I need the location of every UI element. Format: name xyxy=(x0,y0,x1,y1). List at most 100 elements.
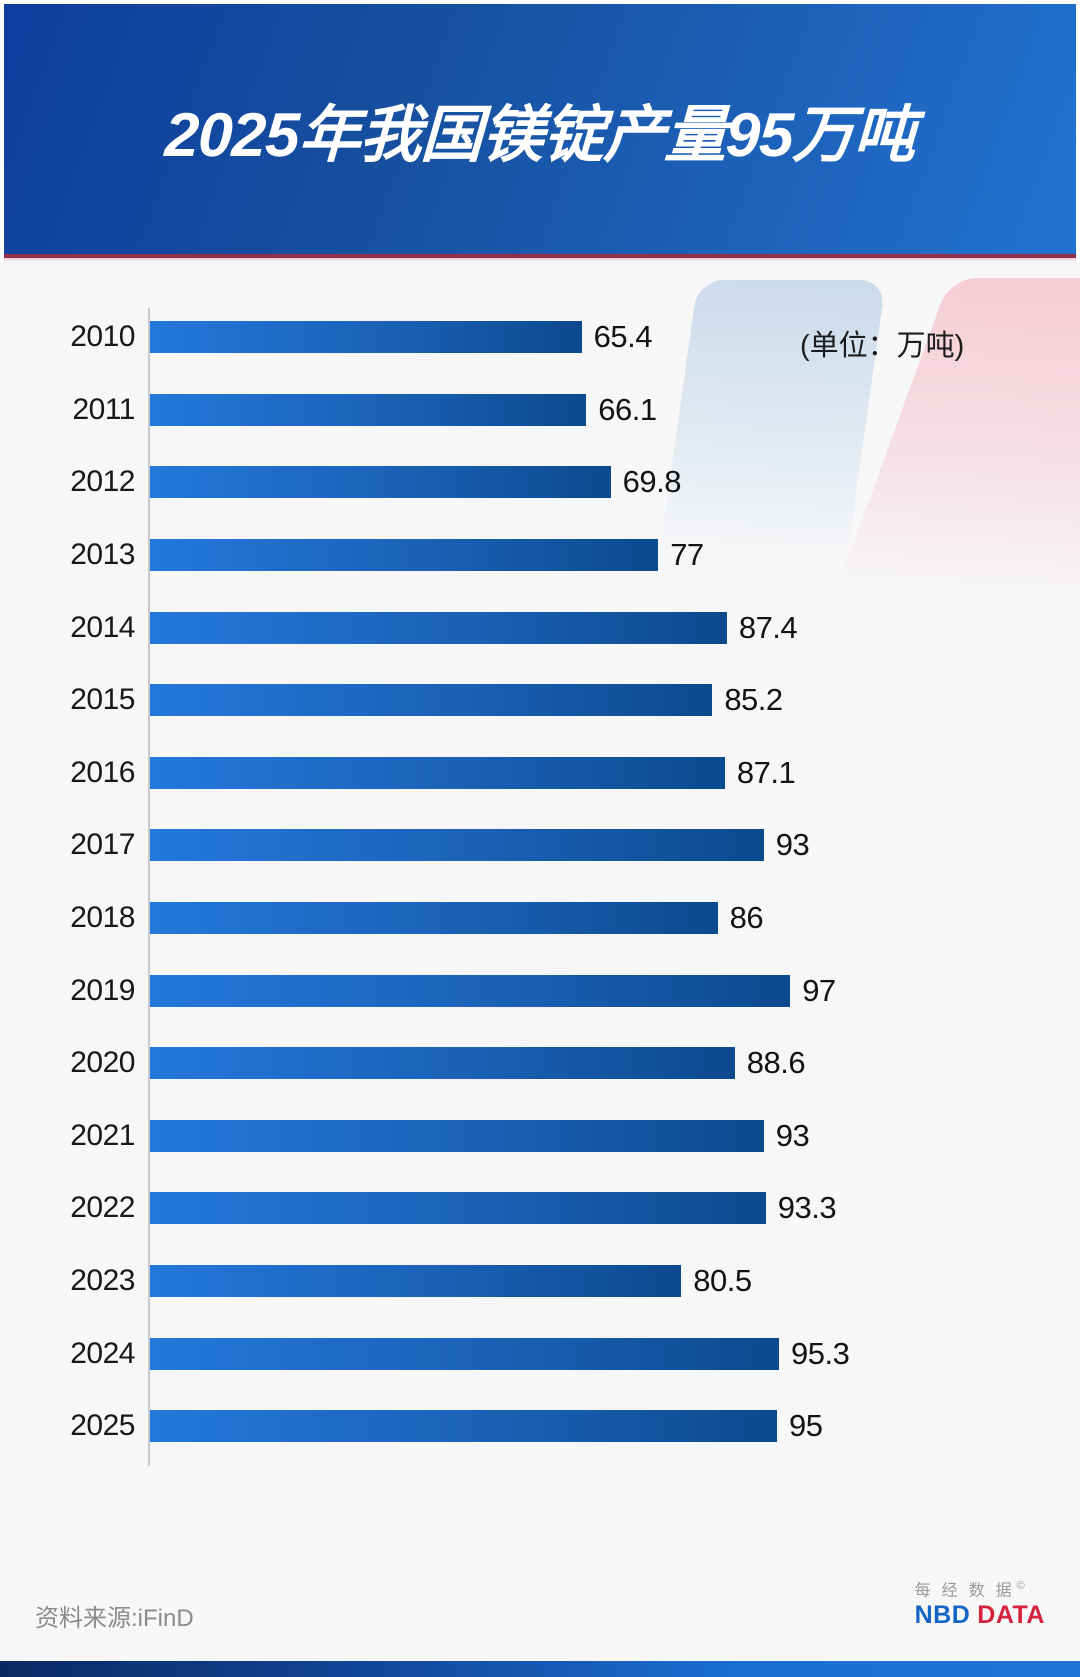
bar xyxy=(150,1337,779,1370)
chart-row: 2019 97 xyxy=(0,954,1080,1027)
chart-row: 2024 95.3 xyxy=(0,1317,1080,1390)
value-label: 80.5 xyxy=(693,1263,752,1299)
value-label: 77 xyxy=(670,537,704,573)
logo-nbd-text: NBD xyxy=(914,1600,971,1629)
chart-row: 2010 65.4 xyxy=(0,301,1080,374)
year-label: 2023 xyxy=(70,1264,135,1298)
chart-row: 2017 93 xyxy=(0,809,1080,882)
value-label: 95 xyxy=(789,1408,823,1444)
frame-left xyxy=(0,0,4,262)
value-label: 87.1 xyxy=(736,754,796,790)
logo-english-line: NBD DATA xyxy=(915,1601,1045,1630)
bar-area: 88.6 xyxy=(150,1045,806,1081)
value-label: 85.2 xyxy=(724,682,783,718)
bar xyxy=(150,466,611,499)
bar xyxy=(150,1192,766,1225)
bar-area: 93 xyxy=(150,827,810,863)
year-label: 2016 xyxy=(70,755,135,789)
bar-area: 65.4 xyxy=(150,319,652,355)
bar-area: 95.3 xyxy=(150,1335,850,1372)
bar-area: 93 xyxy=(150,1117,810,1154)
bar-area: 87.4 xyxy=(150,609,798,646)
bar xyxy=(150,684,713,717)
header-banner: 2025年我国镁锭产量95万吨 xyxy=(4,4,1076,254)
chart-row: 2022 93.3 xyxy=(0,1172,1080,1245)
chart-row: 2023 80.5 xyxy=(0,1245,1080,1318)
bar-area: 87.1 xyxy=(150,754,796,791)
bar xyxy=(150,611,727,644)
copyright-icon: © xyxy=(1016,1580,1025,1592)
bar xyxy=(150,393,587,426)
bar-area: 85.2 xyxy=(150,682,783,718)
bar xyxy=(150,1265,682,1298)
year-label: 2014 xyxy=(70,610,135,644)
year-label: 2013 xyxy=(70,538,135,572)
bar-area: 77 xyxy=(150,537,704,573)
chart-row: 2012 69.8 xyxy=(0,446,1080,519)
header-divider-fade xyxy=(4,258,1076,262)
bar xyxy=(150,902,718,935)
chart-row: 2020 88.6 xyxy=(0,1027,1080,1100)
page-title: 2025年我国镁锭产量95万吨 xyxy=(163,101,916,170)
y-axis-line xyxy=(148,308,150,1466)
year-label: 2018 xyxy=(70,901,135,935)
bar-area: 86 xyxy=(150,900,764,936)
value-label: 87.4 xyxy=(738,609,798,645)
value-label: 86 xyxy=(729,900,764,936)
year-label: 2012 xyxy=(70,465,135,499)
chart-row: 2021 93 xyxy=(0,1100,1080,1173)
bar xyxy=(150,539,659,572)
bar xyxy=(150,829,764,862)
value-label: 69.8 xyxy=(622,464,682,500)
bar xyxy=(150,1119,764,1152)
logo-chinese-line: 每经数据© xyxy=(915,1580,1045,1601)
unit-label: (单位：万吨) xyxy=(800,330,965,362)
frame-right xyxy=(1076,0,1080,262)
value-label: 66.1 xyxy=(598,391,657,427)
frame-top xyxy=(0,0,1080,4)
bar-chart: 2010 65.4 2011 66.1 2012 69.8 2013 77 2014 87.4 20… xyxy=(0,301,1080,1463)
value-label: 93 xyxy=(775,1117,810,1153)
value-label: 93.3 xyxy=(777,1190,837,1226)
chart-row: 2016 87.1 xyxy=(0,737,1080,810)
value-label: 88.6 xyxy=(746,1045,806,1081)
bar-area: 80.5 xyxy=(150,1263,752,1299)
chart-row: 2015 85.2 xyxy=(0,664,1080,737)
bar-area: 97 xyxy=(150,973,836,1009)
logo-chinese-text: 每经数据 xyxy=(914,1582,1023,1600)
bar-area: 93.3 xyxy=(150,1190,837,1226)
year-label: 2025 xyxy=(70,1409,135,1443)
year-label: 2017 xyxy=(70,828,135,862)
year-label: 2021 xyxy=(70,1118,135,1152)
chart-row: 2018 86 xyxy=(0,882,1080,955)
year-label: 2019 xyxy=(70,973,135,1007)
bar xyxy=(150,974,791,1007)
header-divider xyxy=(4,254,1076,258)
bar xyxy=(150,756,725,789)
year-label: 2011 xyxy=(72,392,135,426)
logo-data-text: DATA xyxy=(977,1600,1045,1629)
chart-row: 2025 95 xyxy=(0,1390,1080,1463)
value-label: 65.4 xyxy=(593,319,653,355)
bar-area: 66.1 xyxy=(150,392,657,428)
value-label: 95.3 xyxy=(790,1335,850,1371)
year-label: 2015 xyxy=(70,683,135,717)
chart-row: 2011 66.1 xyxy=(0,374,1080,447)
data-source: 资料来源:iFinD xyxy=(35,1605,194,1632)
chart-row: 2013 77 xyxy=(0,519,1080,592)
bar xyxy=(150,1047,735,1080)
chart-row: 2014 87.4 xyxy=(0,591,1080,664)
year-label: 2010 xyxy=(70,320,135,354)
year-label: 2020 xyxy=(70,1046,135,1080)
year-label: 2024 xyxy=(70,1336,135,1370)
bar xyxy=(150,321,582,354)
bar-chart-rows: 2010 65.4 2011 66.1 2012 69.8 2013 77 2014 87.4 20… xyxy=(0,301,1080,1463)
year-label: 2022 xyxy=(70,1191,135,1225)
bar-area: 69.8 xyxy=(150,464,682,500)
footer-strip xyxy=(0,1661,1080,1677)
bar-area: 95 xyxy=(150,1408,823,1444)
nbd-data-logo: 每经数据© NBD DATA xyxy=(915,1580,1045,1629)
bar xyxy=(150,1410,777,1443)
value-label: 97 xyxy=(802,972,836,1008)
